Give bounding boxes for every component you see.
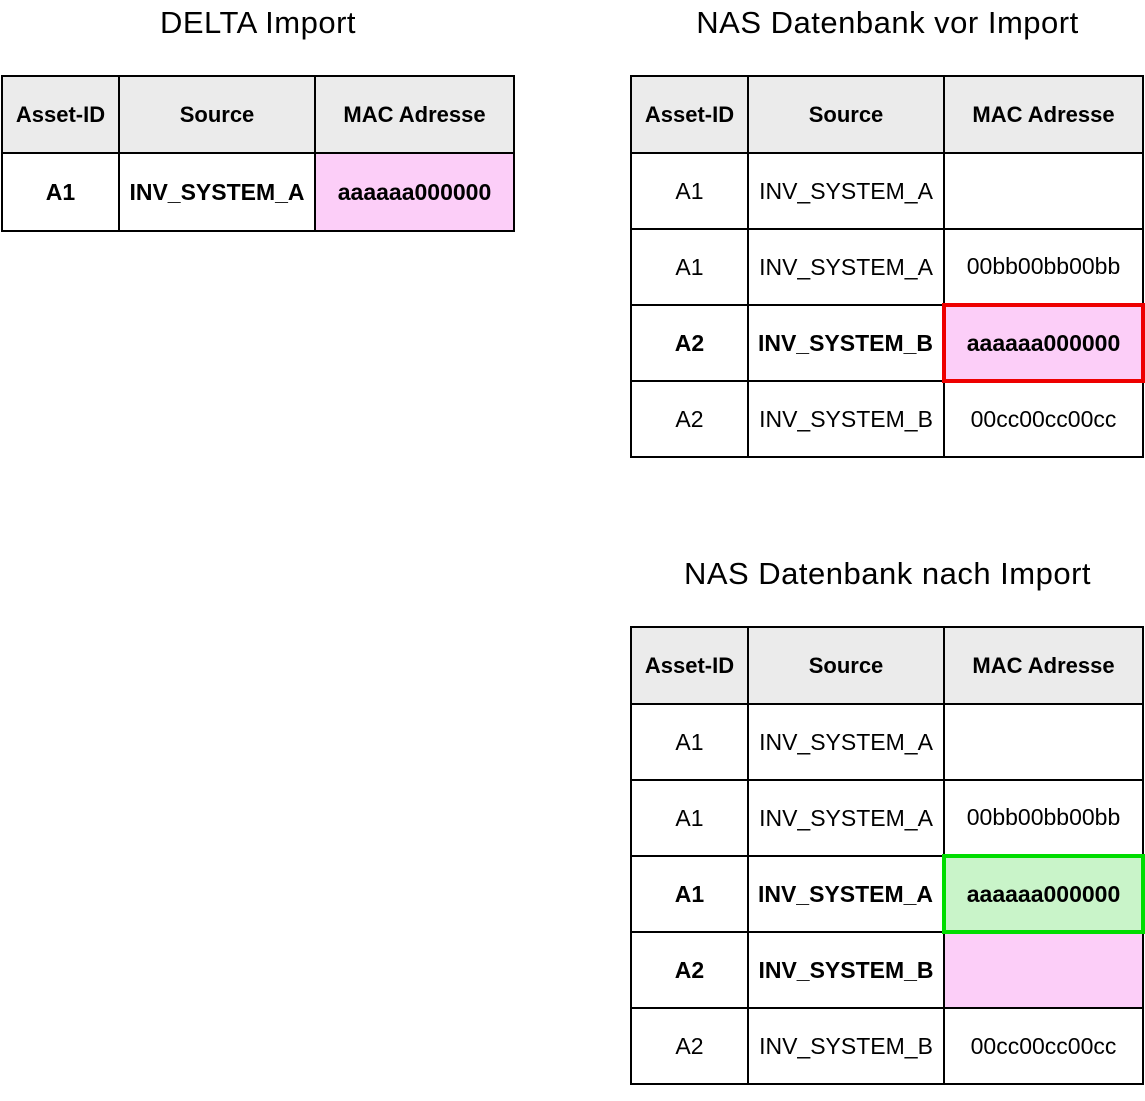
cell-mac-highlight-green-border: aaaaaa000000 [942,854,1145,934]
column-header-asset-id: Asset-ID [630,626,749,705]
nas-nach-import-section: NAS Datenbank nach Import Asset-ID Sourc… [630,551,1145,1085]
table-row: A1 INV_SYSTEM_A 00bb00bb00bb [630,779,1144,857]
cell-asset-id: A2 [630,304,749,382]
cell-source: INV_SYSTEM_A [747,703,945,781]
nas-vor-import-table: Asset-ID Source MAC Adresse A1 INV_SYSTE… [630,75,1145,458]
header-row: Asset-ID Source MAC Adresse [630,75,1144,154]
column-header-source: Source [747,626,945,705]
column-header-mac-adresse: MAC Adresse [943,75,1144,154]
cell-mac-empty [943,703,1144,781]
cell-source: INV_SYSTEM_A [747,855,945,933]
header-row: Asset-ID Source MAC Adresse [1,75,515,154]
nas-vor-import-section: NAS Datenbank vor Import Asset-ID Source… [630,0,1145,458]
cell-asset-id: A1 [630,152,749,230]
cell-asset-id: A1 [630,703,749,781]
table-row: A1 INV_SYSTEM_A aaaaaa000000 [1,152,515,232]
nas-nach-import-table: Asset-ID Source MAC Adresse A1 INV_SYSTE… [630,626,1145,1085]
cell-mac: 00bb00bb00bb [943,779,1144,857]
cell-source: INV_SYSTEM_A [747,779,945,857]
cell-source: INV_SYSTEM_A [747,152,945,230]
cell-asset-id: A1 [630,779,749,857]
cell-source: INV_SYSTEM_A [118,152,316,232]
nas-nach-import-title: NAS Datenbank nach Import [683,556,1092,591]
cell-mac-empty-highlight-pink [943,931,1144,1009]
cell-asset-id: A1 [1,152,120,232]
table-row: A1 INV_SYSTEM_A [630,152,1144,230]
table-row: A2 INV_SYSTEM_B 00cc00cc00cc [630,1007,1144,1085]
cell-source: INV_SYSTEM_B [747,931,945,1009]
cell-asset-id: A2 [630,931,749,1009]
cell-source: INV_SYSTEM_A [747,228,945,306]
cell-mac: 00cc00cc00cc [943,1007,1144,1085]
cell-source: INV_SYSTEM_B [747,1007,945,1085]
cell-mac: 00cc00cc00cc [943,380,1144,458]
table-row: A2 INV_SYSTEM_B [630,931,1144,1009]
table-row: A2 INV_SYSTEM_B aaaaaa000000 [630,303,1145,383]
column-header-asset-id: Asset-ID [1,75,120,154]
cell-mac-empty [943,152,1144,230]
cell-asset-id: A2 [630,1007,749,1085]
column-header-mac-adresse: MAC Adresse [943,626,1144,705]
cell-mac-highlight-pink: aaaaaa000000 [314,152,515,232]
column-header-asset-id: Asset-ID [630,75,749,154]
delta-import-title: DELTA Import [159,5,357,40]
table-row: A1 INV_SYSTEM_A [630,703,1144,781]
cell-source: INV_SYSTEM_B [747,380,945,458]
column-header-source: Source [747,75,945,154]
table-row: A1 INV_SYSTEM_A aaaaaa000000 [630,854,1145,934]
column-header-mac-adresse: MAC Adresse [314,75,515,154]
cell-mac-highlight-pink-red-border: aaaaaa000000 [942,303,1145,383]
delta-import-section: DELTA Import Asset-ID Source MAC Adresse… [1,0,515,232]
column-header-source: Source [118,75,316,154]
cell-source: INV_SYSTEM_B [747,304,945,382]
header-row: Asset-ID Source MAC Adresse [630,626,1144,705]
nas-vor-import-title: NAS Datenbank vor Import [696,5,1079,40]
cell-asset-id: A1 [630,228,749,306]
cell-mac: 00bb00bb00bb [943,228,1144,306]
cell-asset-id: A1 [630,855,749,933]
table-row: A1 INV_SYSTEM_A 00bb00bb00bb [630,228,1144,306]
cell-asset-id: A2 [630,380,749,458]
delta-import-table: Asset-ID Source MAC Adresse A1 INV_SYSTE… [1,75,515,232]
table-row: A2 INV_SYSTEM_B 00cc00cc00cc [630,380,1144,458]
